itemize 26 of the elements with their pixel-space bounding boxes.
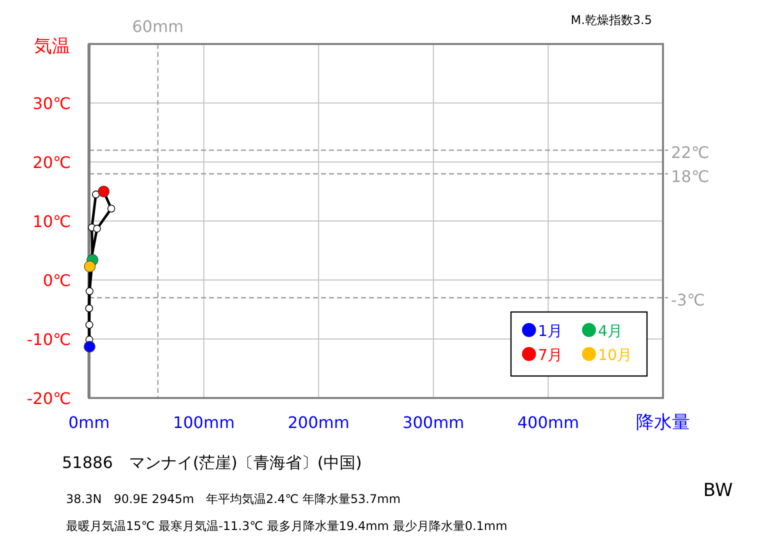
text: 38.3N 90.9E 2945m 年平均気温2.4℃ 年降水量53.7mm (66, 492, 401, 506)
x-tick-label: 100mm (172, 413, 235, 432)
legend-label: 4月 (598, 322, 623, 340)
y-tick-label: 30℃ (32, 94, 71, 113)
text: M.乾燥指数3.5 (570, 13, 652, 27)
y-tick-label: -20℃ (26, 389, 71, 408)
x-axis-title: 降水量 (636, 412, 690, 433)
x-tick-label: 300mm (402, 413, 464, 432)
ref-line-label: -3℃ (671, 290, 705, 310)
text: 51886 マンナイ(茫崖)〔青海省〕(中国) (62, 453, 362, 472)
x-tick-label: 400mm (517, 413, 580, 432)
text: BW (703, 480, 733, 501)
legend-label: 1月 (538, 322, 563, 340)
ref-line-label: 18℃ (671, 166, 710, 186)
text: 最暖月気温15℃ 最寒月気温-11.3℃ 最多月降水量19.4mm 最少月降水量0.1mm (66, 519, 508, 533)
ref-line-label: 22℃ (671, 143, 710, 162)
y-tick-label: 10℃ (32, 212, 71, 231)
y-tick-label: 20℃ (32, 153, 71, 172)
x-tick-label: 0mm (68, 413, 110, 432)
legend-label: 7月 (538, 346, 563, 364)
ref-line-label: 60mm (132, 17, 184, 36)
y-tick-label: -10℃ (26, 330, 71, 349)
x-tick-label: 200mm (288, 413, 350, 432)
y-axis-title: 気温 (34, 36, 70, 57)
legend-label: 10月 (598, 346, 632, 364)
y-tick-label: 0℃ (42, 271, 71, 290)
